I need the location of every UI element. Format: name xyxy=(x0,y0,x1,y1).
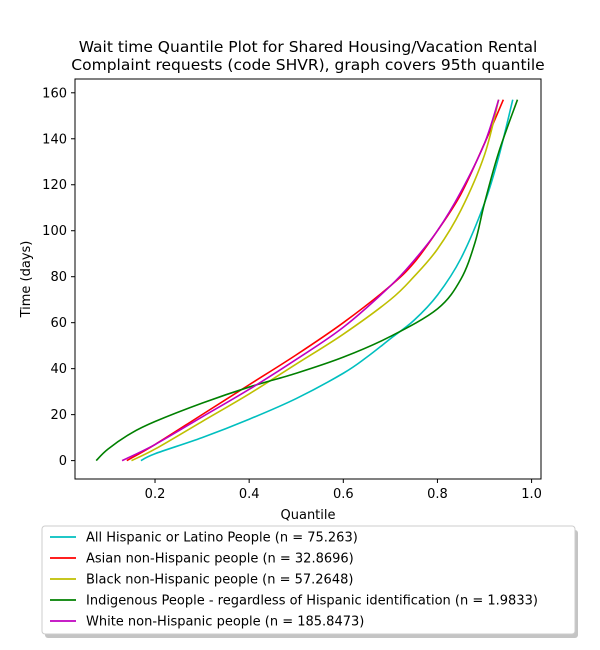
y-axis-ticks: 0 20 40 60 80 100 120 140 160 xyxy=(42,86,75,469)
legend-label-4: White non-Hispanic people (n = 185.8473) xyxy=(86,615,364,630)
x-tick-label: 0.8 xyxy=(427,487,448,502)
series-line-4 xyxy=(121,99,500,462)
y-tick-label: 140 xyxy=(42,132,67,147)
y-tick-label: 0 xyxy=(59,454,67,469)
y-tick-label: 60 xyxy=(50,316,67,331)
legend-box xyxy=(41,525,576,635)
x-axis-ticks: 0.2 0.4 0.6 0.8 1.0 xyxy=(145,479,542,502)
plot-area-frame xyxy=(74,78,542,480)
y-tick-label: 160 xyxy=(42,86,67,101)
legend-label-3: Indigenous People - regardless of Hispan… xyxy=(86,594,538,609)
x-tick-label: 0.4 xyxy=(239,487,260,502)
x-axis-label: Quantile xyxy=(281,508,336,523)
legend-label-0: All Hispanic or Latino People (n = 75.26… xyxy=(86,531,358,546)
chart-title-line-2: Complaint requests (code SHVR), graph co… xyxy=(71,56,544,74)
series-line-2 xyxy=(131,99,500,462)
series-line-3 xyxy=(95,99,519,462)
legend-items: All Hispanic or Latino People (n = 75.26… xyxy=(50,531,538,630)
x-tick-label: 0.2 xyxy=(145,487,166,502)
y-tick-label: 120 xyxy=(42,178,67,193)
y-tick-label: 100 xyxy=(42,224,67,239)
x-tick-label: 0.6 xyxy=(333,487,354,502)
legend-label-2: Black non-Hispanic people (n = 57.2648) xyxy=(86,573,353,588)
series-line-1 xyxy=(126,99,505,462)
chart-title: Wait time Quantile Plot for Shared Housi… xyxy=(71,38,544,74)
legend: All Hispanic or Latino People (n = 75.26… xyxy=(41,525,578,638)
y-tick-label: 80 xyxy=(50,270,67,285)
chart-title-line-1: Wait time Quantile Plot for Shared Housi… xyxy=(79,38,538,56)
y-tick-label: 20 xyxy=(50,408,67,423)
y-axis-label: Time (days) xyxy=(19,241,34,319)
y-tick-label: 40 xyxy=(50,362,67,377)
x-tick-label: 1.0 xyxy=(521,487,542,502)
legend-label-1: Asian non-Hispanic people (n = 32.8696) xyxy=(86,552,354,567)
series-layer xyxy=(95,99,519,462)
series-line-0 xyxy=(140,99,514,462)
